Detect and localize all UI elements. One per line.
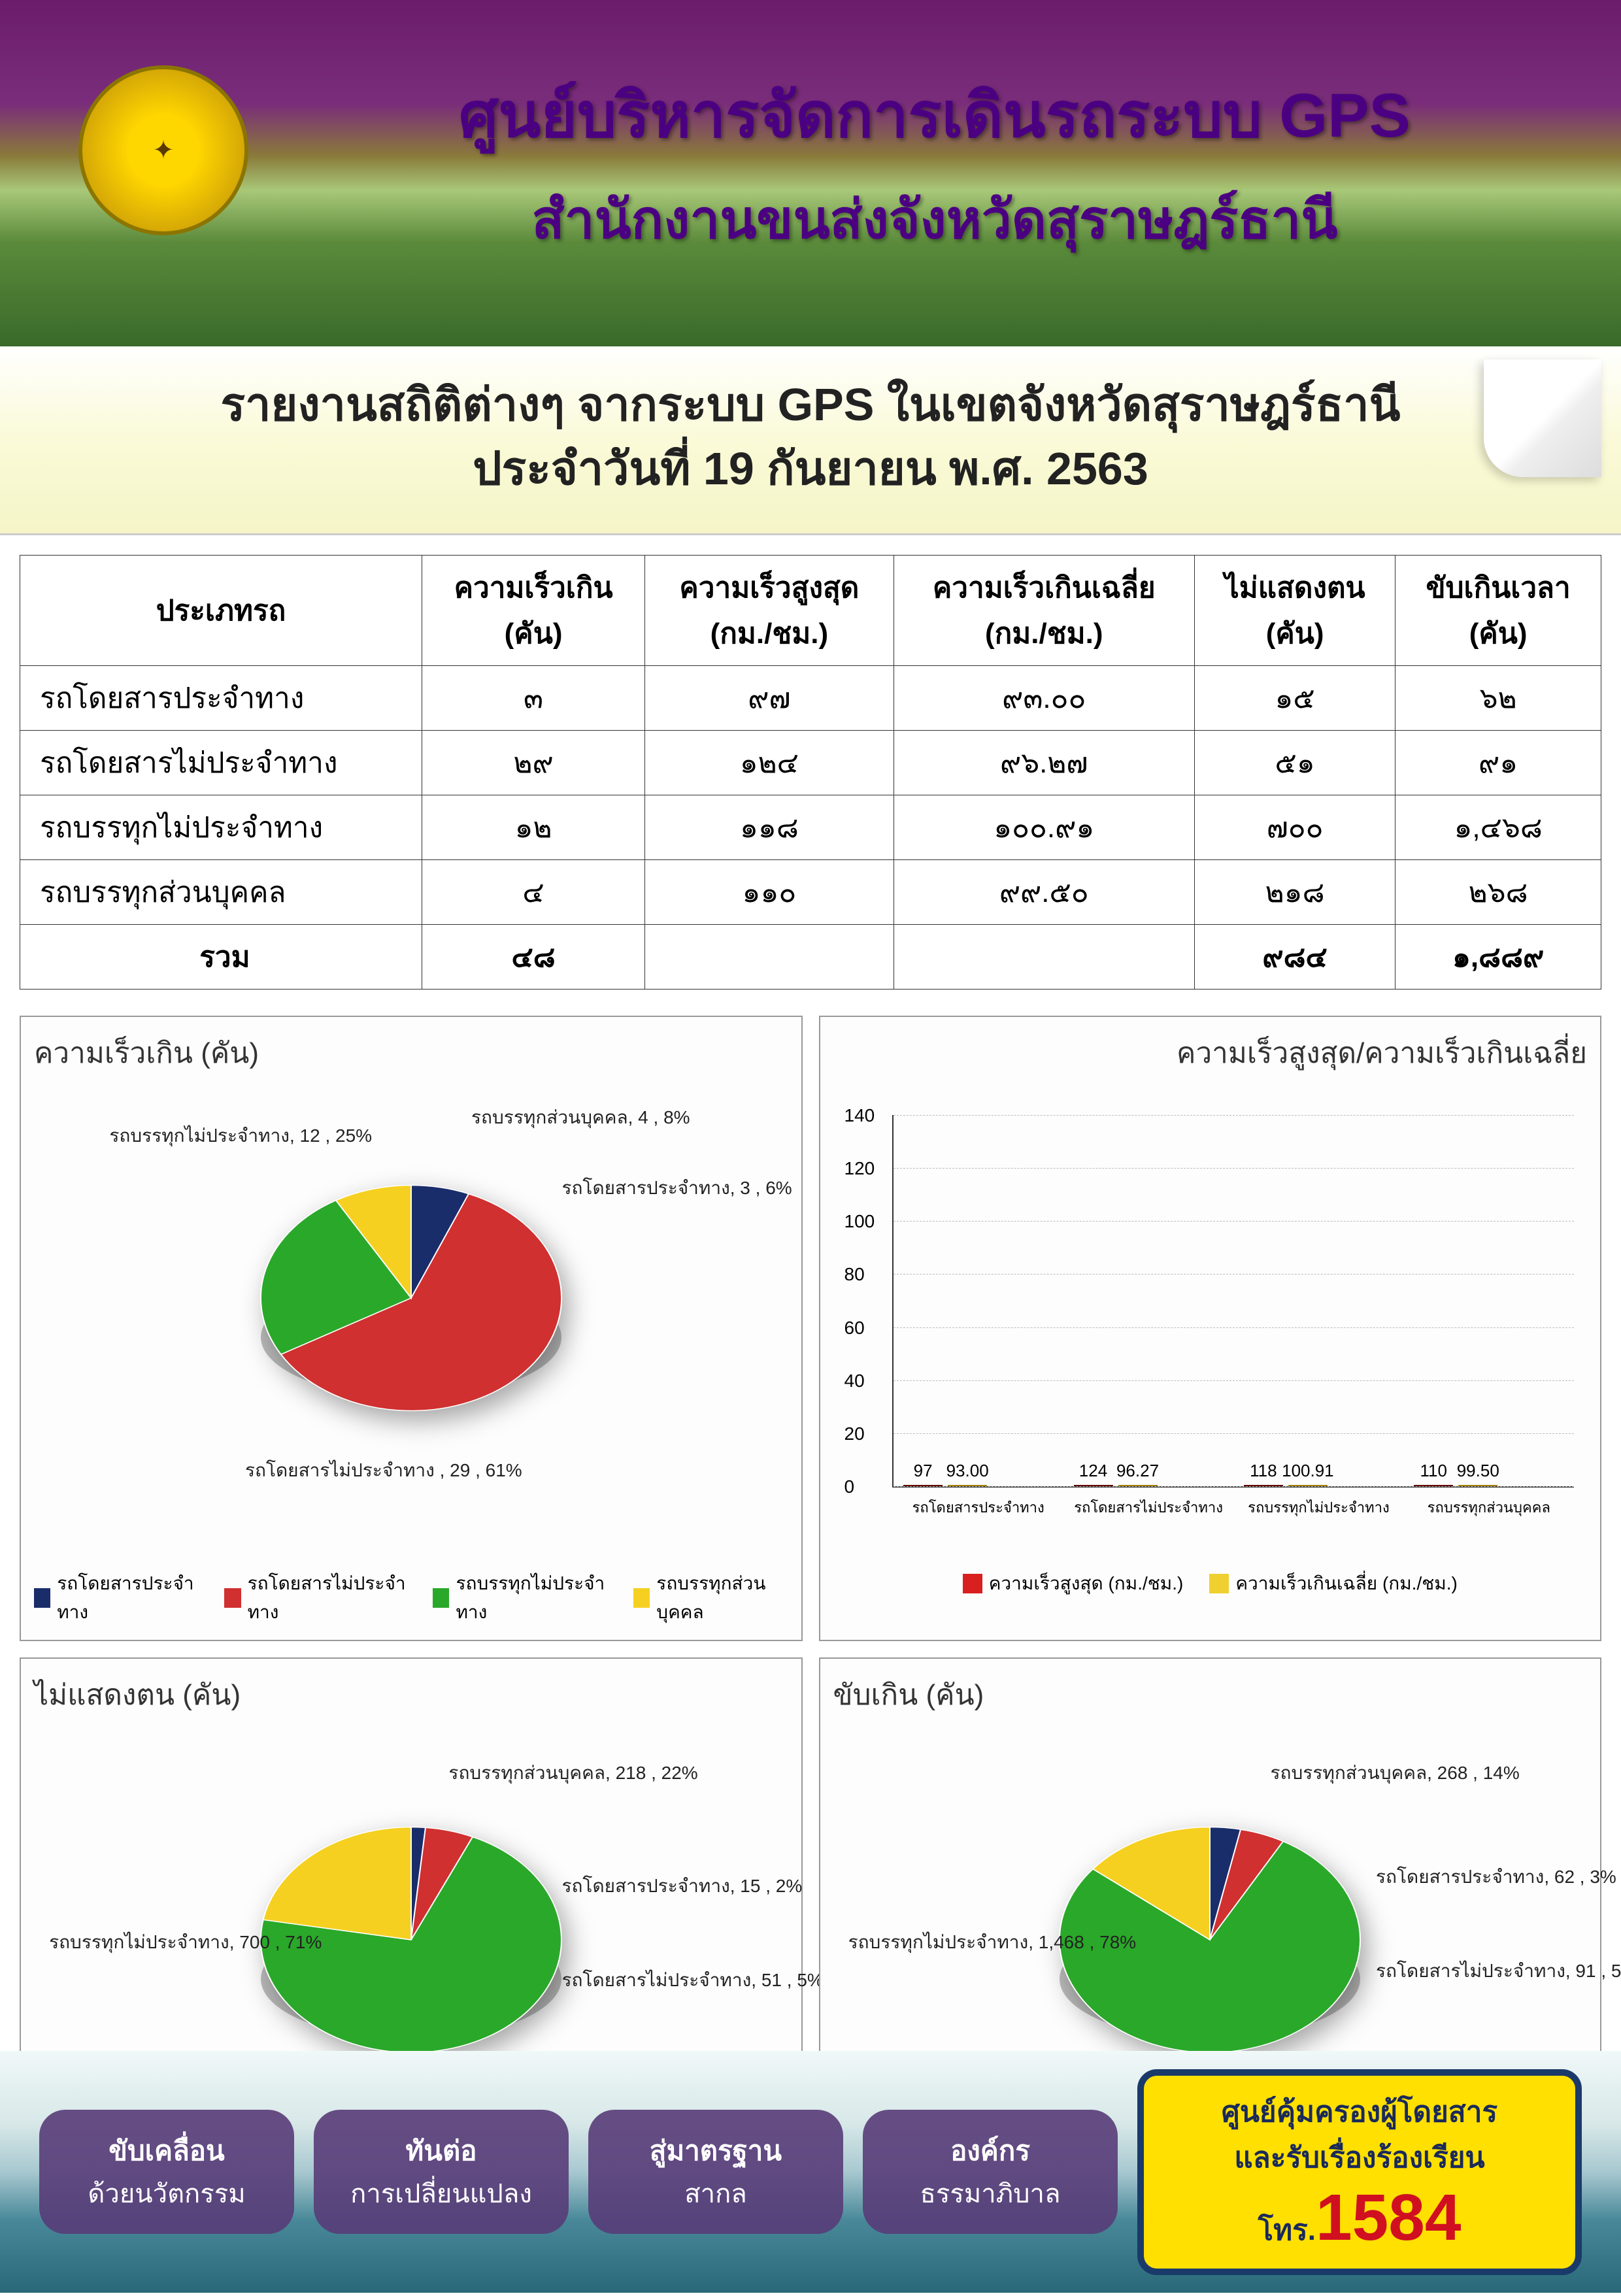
pie-label: รถโดยสารไม่ประจำทาง , 29 , 61% [245, 1456, 522, 1485]
legend-item: รถโดยสารประจำทาง [34, 1569, 198, 1627]
chart-title: ขับเกิน (คัน) [833, 1672, 1588, 1718]
table-header: ไม่แสดงตน(คัน) [1194, 556, 1395, 666]
pie-label: รถโดยสารไม่ประจำทาง, 91 , 5% [1376, 1957, 1621, 1986]
hotline-line2: และรับเรื่องร้องเรียน [1157, 2135, 1562, 2180]
legend-item: ความเร็วสูงสุด (กม./ชม.) [963, 1569, 1184, 1598]
pie-label: รถบรรทุกไม่ประจำทาง, 12 , 25% [109, 1122, 372, 1150]
title-line-2: สำนักงานขนส่งจังหวัดสุราษฎร์ธานี [281, 177, 1588, 262]
table-total-row: รวม๔๘๙๘๔๑,๘๘๙ [20, 925, 1601, 990]
bar-group: 97 93.00 รถโดยสารประจำทาง [903, 1485, 1053, 1486]
hotline-box: ศูนย์คุ้มครองผู้โดยสาร และรับเรื่องร้องเ… [1137, 2069, 1582, 2275]
subtitle-line-2: ประจำวันที่ 19 กันยายน พ.ศ. 2563 [39, 437, 1582, 501]
pie-label: รถบรรทุกไม่ประจำทาง, 1,468 , 78% [848, 1928, 1137, 1957]
hotline-line1: ศูนย์คุ้มครองผู้โดยสาร [1157, 2089, 1562, 2135]
header-title: ศูนย์บริหารจัดการเดินรถระบบ GPS สำนักงาน… [281, 65, 1588, 262]
footer-badge: ขับเคลื่อนด้วยนวัตกรรม [39, 2110, 294, 2234]
pie-label: รถบรรทุกไม่ประจำทาง, 700 , 71% [49, 1928, 322, 1957]
header-banner: ✦ ศูนย์บริหารจัดการเดินรถระบบ GPS สำนักง… [0, 0, 1621, 346]
table-row: รถโดยสารประจำทาง๓๙๗๙๓.๐๐๑๕๖๒ [20, 666, 1601, 731]
bar-area: 020406080100120140 97 93.00 รถโดยสารประจ… [892, 1115, 1575, 1488]
footer-badge: สู่มาตรฐานสากล [588, 2110, 843, 2234]
legend-item: รถโดยสารไม่ประจำทาง [224, 1569, 407, 1627]
bar-group: 118 100.91 รถบรรทุกไม่ประจำทาง [1244, 1485, 1394, 1486]
sub-banner: รายงานสถิติต่างๆ จากระบบ GPS ในเขตจังหวั… [0, 346, 1621, 535]
pie-label: รถโดยสารไม่ประจำทาง, 51 , 5% [561, 1966, 823, 1995]
title-line-1: ศูนย์บริหารจัดการเดินรถระบบ GPS [281, 65, 1588, 164]
legend-item: รถบรรทุกส่วนบุคคล [633, 1569, 788, 1627]
legend: รถโดยสารประจำทาง รถโดยสารไม่ประจำทาง รถบรร… [34, 1569, 788, 1627]
footer: ขับเคลื่อนด้วยนวัตกรรมทันต่อการเปลี่ยนแป… [0, 2051, 1621, 2293]
legend-item: รถบรรทุกไม่ประจำทาง [433, 1569, 607, 1627]
pie-label: รถโดยสารประจำทาง, 62 , 3% [1376, 1863, 1616, 1891]
footer-badge: ทันต่อการเปลี่ยนแปลง [314, 2110, 569, 2234]
bar-group: 124 96.27 รถโดยสารไม่ประจำทาง [1074, 1485, 1224, 1486]
footer-badge: องค์กรธรรมาภิบาล [863, 2110, 1118, 2234]
table-header: ความเร็วเกิน(คัน) [422, 556, 644, 666]
table-header: ประเภทรถ [20, 556, 422, 666]
legend: ความเร็วสูงสุด (กม./ชม.) ความเร็วเกินเฉลี… [833, 1569, 1588, 1598]
pie-chart-overspeed: ความเร็วเกิน (คัน) รถบรรทุกส่วนบุคคล, 4 … [20, 1016, 803, 1641]
table-row: รถโดยสารไม่ประจำทาง๒๙๑๒๔๙๖.๒๗๕๑๙๑ [20, 731, 1601, 795]
table-header: ความเร็วเกินเฉลี่ย(กม./ชม.) [894, 556, 1194, 666]
hotline-tel: โทร.1584 [1157, 2180, 1562, 2255]
chart-title: ความเร็วเกิน (คัน) [34, 1030, 788, 1076]
stats-table: ประเภทรถความเร็วเกิน(คัน)ความเร็วสูงสุด(… [20, 555, 1601, 990]
bar-chart-speed: ความเร็วสูงสุด/ความเร็วเกินเฉลี่ย 020406… [819, 1016, 1602, 1641]
subtitle-line-1: รายงานสถิติต่างๆ จากระบบ GPS ในเขตจังหวั… [39, 373, 1582, 437]
chart-title: ไม่แสดงตน (คัน) [34, 1672, 788, 1718]
pie-label: รถโดยสารประจำทาง, 3 , 6% [561, 1174, 792, 1203]
table-row: รถบรรทุกส่วนบุคคล๔๑๑๐๙๙.๕๐๒๑๘๒๖๘ [20, 860, 1601, 925]
legend-item: ความเร็วเกินเฉลี่ย (กม./ชม.) [1209, 1569, 1457, 1598]
dept-logo: ✦ [78, 65, 248, 235]
pie-label: รถโดยสารประจำทาง, 15 , 2% [561, 1872, 802, 1901]
chart-title: ความเร็วสูงสุด/ความเร็วเกินเฉลี่ย [833, 1030, 1588, 1076]
table-row: รถบรรทุกไม่ประจำทาง๑๒๑๑๘๑๐๐.๙๑๗๐๐๑,๔๖๘ [20, 795, 1601, 860]
pie-label: รถบรรทุกส่วนบุคคล, 268 , 14% [1271, 1759, 1520, 1788]
table-header: ความเร็วสูงสุด(กม./ชม.) [645, 556, 894, 666]
bar-group: 110 99.50 รถบรรทุกส่วนบุคคล [1414, 1485, 1563, 1486]
pie-label: รถบรรทุกส่วนบุคคล, 4 , 8% [471, 1103, 690, 1132]
table-header: ขับเกินเวลา(คัน) [1395, 556, 1601, 666]
pie-label: รถบรรทุกส่วนบุคคล, 218 , 22% [448, 1759, 697, 1788]
page-curl-decoration [1484, 359, 1601, 477]
